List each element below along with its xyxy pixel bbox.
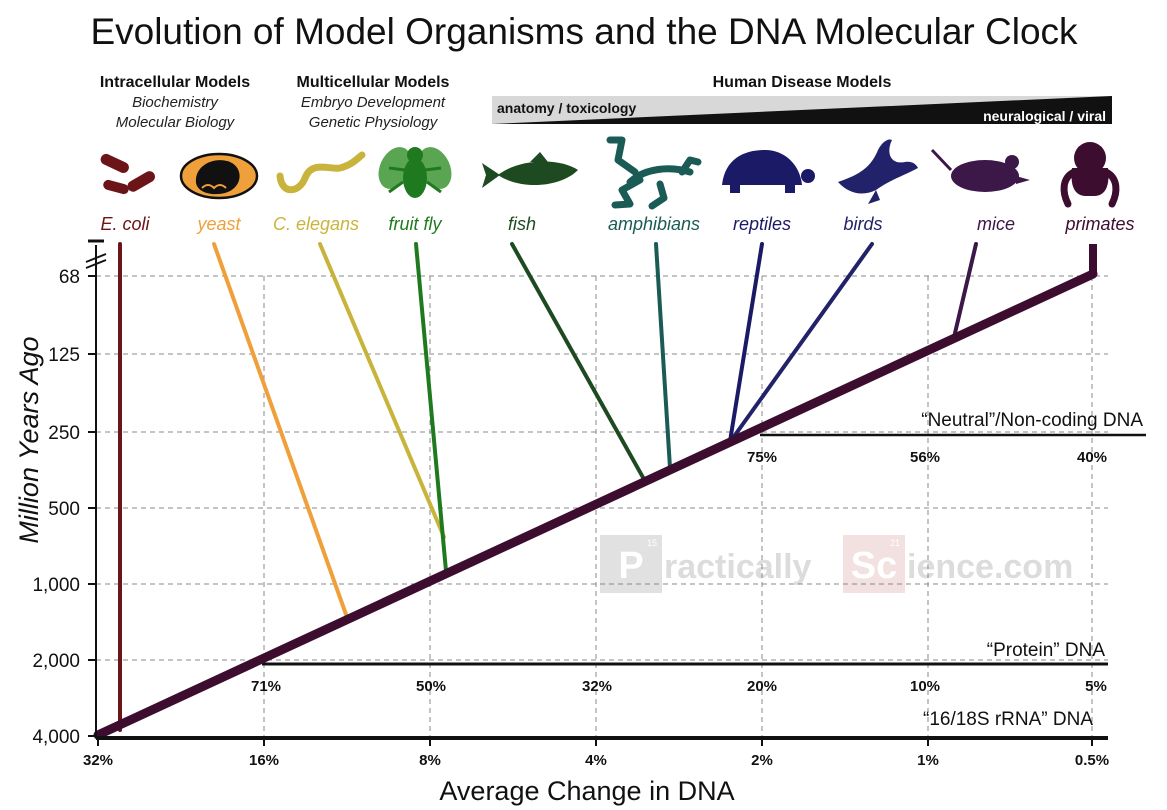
x-tick-label: 2% <box>751 752 773 769</box>
branch-turtle <box>727 242 764 445</box>
branch-worm <box>318 242 446 539</box>
group-title: Multicellular Models <box>297 74 450 91</box>
group-intracellular: Intracellular Models Biochemistry Molecu… <box>100 74 250 131</box>
y-tick-label: 68 <box>59 267 80 288</box>
group-title: Intracellular Models <box>100 74 250 91</box>
group-human-disease: Human Disease Models anatomy / toxicolog… <box>492 74 1112 124</box>
mouse-icon <box>930 148 1030 192</box>
organism-label-ecoli: E. coli <box>100 214 150 234</box>
protein-tick: 71% <box>251 678 281 695</box>
x-tick-label: 1% <box>917 752 939 769</box>
y-ticks: 68 125 250 500 1,000 2,000 4,000 <box>32 267 96 748</box>
y-axis-label: Million Years Ago <box>14 336 44 543</box>
rrna-dna-label: “16/18S rRNA” DNA <box>923 709 1093 730</box>
branch-fish <box>510 242 648 484</box>
y-tick-label: 125 <box>48 345 80 366</box>
group-subtitle: Embryo Development <box>301 94 446 111</box>
organism-label-birds: birds <box>843 214 882 234</box>
organism-label-celegans: C. elegans <box>273 214 359 234</box>
yeast-icon <box>179 152 259 200</box>
primate-icon <box>1060 142 1120 208</box>
svg-text:ractically: ractically <box>664 548 812 586</box>
bird-icon <box>838 139 918 204</box>
protein-dna-label: “Protein” DNA <box>987 640 1106 661</box>
x-tick-label: 32% <box>83 752 113 769</box>
chart-title: Evolution of Model Organisms and the DNA… <box>90 11 1078 52</box>
y-tick-label: 500 <box>48 499 80 520</box>
organism-label-yeast: yeast <box>195 214 241 234</box>
organism-label-mice: mice <box>977 214 1015 234</box>
branch-frog <box>654 242 673 472</box>
protein-tick: 32% <box>582 678 612 695</box>
group-subtitle: Biochemistry <box>132 94 219 111</box>
group-subtitle: Genetic Physiology <box>309 114 439 131</box>
protein-tick: 20% <box>747 678 777 695</box>
watermark: P 15 ractically Sc 21 ience.com <box>600 535 1073 593</box>
x-tick-label: 8% <box>419 752 441 769</box>
branch-yeast <box>212 242 350 622</box>
organism-label-primates: primates <box>1064 214 1134 234</box>
organism-label-reptiles: reptiles <box>733 214 791 234</box>
branch-fly <box>414 242 449 576</box>
organism-label-amphibians: amphibians <box>608 214 700 234</box>
protein-tick: 10% <box>910 678 940 695</box>
neutral-tick: 40% <box>1077 449 1107 466</box>
branch-mouse <box>951 242 978 341</box>
group-multicellular: Multicellular Models Embryo Development … <box>297 74 450 131</box>
group-subtitle: Molecular Biology <box>116 114 236 131</box>
protein-tick: 5% <box>1085 678 1107 695</box>
molecular-clock-line <box>93 269 1098 740</box>
divergence-branches <box>118 242 978 732</box>
wedge-dark <box>492 96 1112 124</box>
organism-label-fish: fish <box>508 214 536 234</box>
y-axis-break <box>85 253 107 269</box>
x-tick-label: 16% <box>249 752 279 769</box>
fish-icon <box>482 152 578 188</box>
branch-bird <box>727 242 874 445</box>
fly-icon <box>378 147 452 198</box>
x-ticks: 32% 16% 8% 4% 2% 1% 0.5% <box>83 738 1109 769</box>
y-tick-label: 4,000 <box>32 727 80 748</box>
turtle-icon <box>722 150 815 193</box>
svg-text:21: 21 <box>890 538 900 548</box>
y-tick-label: 1,000 <box>32 575 80 596</box>
worm-icon <box>276 151 366 194</box>
y-tick-label: 2,000 <box>32 651 80 672</box>
neutral-tick: 75% <box>747 449 777 466</box>
neutral-tick: 56% <box>910 449 940 466</box>
y-tick-label: 250 <box>48 423 80 444</box>
organism-label-fruitfly: fruit fly <box>388 214 442 234</box>
x-axis-label: Average Change in DNA <box>439 776 734 806</box>
x-tick-label: 4% <box>585 752 607 769</box>
wedge-label-low: anatomy / toxicology <box>497 100 636 116</box>
protein-tick: 50% <box>416 678 446 695</box>
bacteria-icon <box>100 153 155 195</box>
x-tick-label: 0.5% <box>1075 752 1109 769</box>
svg-text:P: P <box>618 545 643 587</box>
x-gridlines <box>263 276 1093 738</box>
svg-text:Sc: Sc <box>851 545 897 587</box>
svg-text:15: 15 <box>647 538 657 548</box>
frog-icon <box>606 136 702 210</box>
y-gridlines <box>96 275 1108 661</box>
wedge-label-high: neuralogical / viral <box>983 108 1106 124</box>
svg-text:ience.com: ience.com <box>907 548 1073 586</box>
group-title: Human Disease Models <box>713 74 892 91</box>
neutral-dna-label: “Neutral”/Non-coding DNA <box>921 410 1143 431</box>
